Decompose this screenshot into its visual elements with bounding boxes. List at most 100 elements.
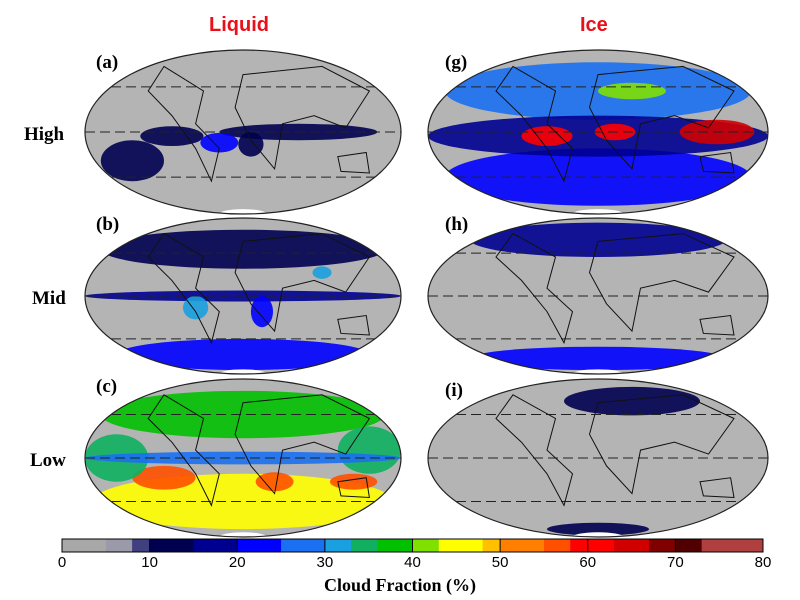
- cloud-region: [182, 296, 209, 320]
- cloud-region: [100, 390, 386, 439]
- colorbar-segment: [605, 539, 615, 552]
- colorbar-segment: [517, 539, 527, 552]
- cloud-region: [564, 386, 700, 416]
- colorbar-segment: [123, 539, 133, 552]
- colorbar-segment: [701, 539, 711, 552]
- cloud-region: [200, 132, 239, 153]
- colorbar-segment: [246, 539, 256, 552]
- colorbar: [61, 538, 764, 553]
- colorbar-segment: [386, 539, 396, 552]
- colorbar-segment: [149, 539, 159, 552]
- map-panel-c: [84, 378, 402, 538]
- colorbar-segment: [684, 539, 694, 552]
- colorbar-segment: [631, 539, 641, 552]
- colorbar-segment: [342, 539, 352, 552]
- colorbar-segment: [132, 539, 142, 552]
- australia-outline: [337, 151, 370, 174]
- colorbar-segment: [368, 539, 378, 552]
- colorbar-segment: [657, 539, 668, 552]
- colorbar-segment: [596, 539, 606, 552]
- colorbar-tick-label: 30: [316, 554, 334, 571]
- colorbar-tick-label: 10: [141, 554, 158, 571]
- map-panel-h: [427, 217, 769, 375]
- colorbar-title: Cloud Fraction (%): [324, 575, 476, 595]
- colorbar-tick-label: 50: [491, 554, 509, 571]
- colorbar-segment: [219, 539, 229, 552]
- colorbar-segment: [316, 539, 326, 552]
- colorbar-segment: [228, 539, 238, 552]
- cloud-region: [470, 346, 726, 371]
- colorbar-segment: [640, 539, 650, 552]
- colorbar-segment: [324, 539, 335, 552]
- colorbar-segment: [421, 539, 431, 552]
- colorbar-segment: [184, 539, 194, 552]
- colorbar-segment: [692, 539, 703, 552]
- colorbar-segment: [79, 539, 89, 552]
- afro-eurasia-outline: [234, 233, 371, 333]
- colorbar-segment: [456, 539, 466, 552]
- cloud-region: [140, 126, 204, 146]
- colorbar-segment: [430, 539, 440, 552]
- afro-eurasia-outline: [588, 394, 735, 495]
- australia-outline: [699, 314, 735, 336]
- cloud-region: [255, 472, 294, 492]
- colorbar-segment: [140, 539, 151, 552]
- colorbar-segment: [281, 539, 291, 552]
- panel-label-i: (i): [445, 380, 463, 401]
- colorbar-segment: [508, 539, 519, 552]
- afro-eurasia-outline: [234, 65, 371, 171]
- colorbar-segment: [263, 539, 273, 552]
- colorbar-segment: [465, 539, 475, 552]
- colorbar-tick-label: 0: [57, 554, 67, 571]
- americas-outline: [147, 65, 220, 183]
- colorbar-segment: [622, 539, 633, 552]
- colorbar-tick-label: 20: [228, 554, 246, 571]
- americas-outline: [147, 232, 220, 345]
- cloud-region: [312, 266, 332, 279]
- row-label-low: Low: [30, 450, 66, 471]
- colorbar-segment: [552, 539, 562, 552]
- map-panel-b: [84, 217, 402, 375]
- colorbar-segment: [70, 539, 81, 552]
- cloud-region: [337, 426, 401, 474]
- colorbar-segment: [736, 539, 746, 552]
- colorbar-segment: [491, 539, 501, 552]
- column-title-ice: Ice: [580, 14, 608, 36]
- cloud-region: [547, 522, 649, 536]
- cloud-region: [132, 465, 196, 490]
- colorbar-segment: [754, 539, 764, 552]
- colorbar-segment: [272, 539, 282, 552]
- americas-outline: [147, 394, 220, 507]
- colorbar-segment: [535, 539, 545, 552]
- cloud-region: [238, 132, 264, 157]
- colorbar-segment: [359, 539, 370, 552]
- afro-eurasia-outline: [234, 394, 371, 495]
- colorbar-segment: [500, 539, 510, 552]
- cloud-region: [100, 229, 386, 269]
- colorbar-segment: [403, 539, 413, 552]
- americas-outline: [495, 394, 574, 507]
- colorbar-segment: [587, 539, 598, 552]
- australia-outline: [699, 477, 735, 499]
- colorbar-segment: [158, 539, 168, 552]
- australia-outline: [699, 151, 735, 174]
- column-title-liquid: Liquid: [209, 14, 269, 36]
- colorbar-segment: [351, 539, 361, 552]
- australia-outline: [337, 314, 370, 336]
- panel-label-b: (b): [96, 214, 120, 235]
- colorbar-segment: [561, 539, 571, 552]
- panel-label-g: (g): [445, 52, 468, 73]
- colorbar-segment: [175, 539, 186, 552]
- colorbar-segment: [578, 539, 589, 552]
- colorbar-segment: [97, 539, 107, 552]
- colorbar-segment: [114, 539, 124, 552]
- afro-eurasia-outline: [588, 233, 735, 333]
- americas-outline: [495, 232, 574, 345]
- australia-outline: [337, 477, 370, 499]
- colorbar-segment: [473, 539, 484, 552]
- colorbar-segment: [237, 539, 247, 552]
- cloud-region: [470, 222, 726, 257]
- colorbar-segment: [254, 539, 265, 552]
- colorbar-segment: [745, 539, 755, 552]
